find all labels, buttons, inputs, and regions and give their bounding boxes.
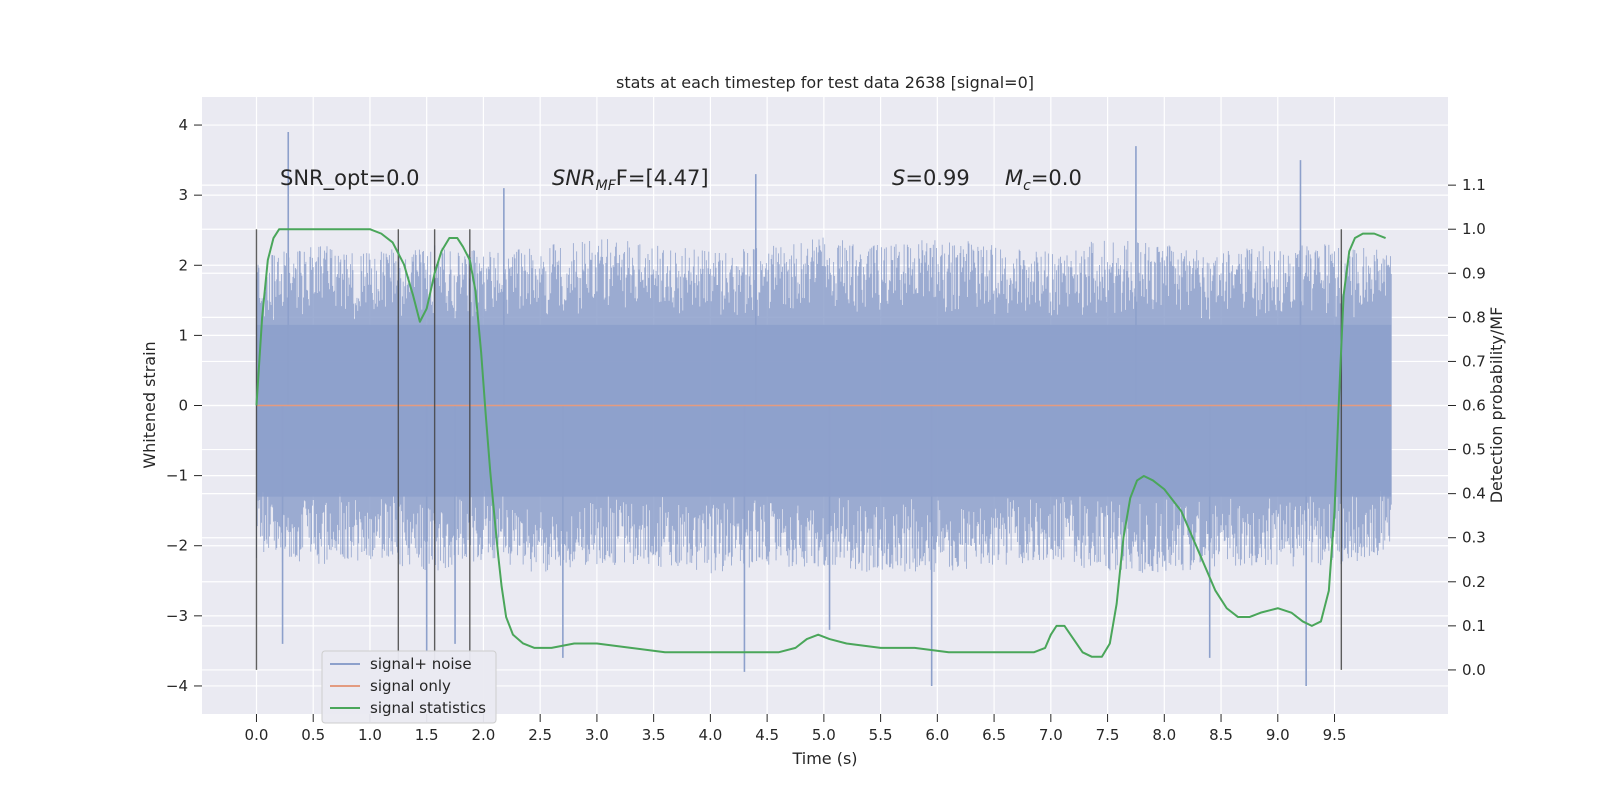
right-axis-ticks: 1.1 1.0 0.9 0.8 0.7 0.6 0.5 0.4 0.3 0.2 0.1 0.0 (1448, 176, 1486, 679)
y-right-tick-label: 1.1 (1462, 176, 1486, 194)
legend-box (321, 650, 497, 724)
y-axis-label: Whitened strain (140, 341, 159, 468)
x-tick-label: 0.0 (245, 726, 269, 744)
x-tick-label: 2.0 (471, 726, 495, 744)
x-tick-label: 5.0 (812, 726, 836, 744)
y-tick-label: 1 (178, 326, 188, 344)
x-tick-label: 0.5 (301, 726, 325, 744)
y-right-tick-label: 0.5 (1462, 441, 1486, 459)
y-right-axis-label: Detection probability/MF (1487, 307, 1506, 504)
y-tick-label: 4 (178, 116, 188, 134)
x-tick-label: 2.5 (528, 726, 552, 744)
chart-title: stats at each timestep for test data 263… (616, 73, 1034, 92)
x-tick-label: 4.5 (755, 726, 779, 744)
signal-statistics-line (255, 228, 1386, 658)
x-tick-label: 4.0 (698, 726, 722, 744)
x-tick-label: 6.0 (925, 726, 949, 744)
x-tick-label: 9.0 (1266, 726, 1290, 744)
y-right-tick-label: 0.9 (1462, 264, 1486, 282)
legend: signal+ noise signal only signal statist… (321, 650, 497, 724)
x-tick-label: 9.5 (1323, 726, 1347, 744)
x-axis-label: Time (s) (791, 749, 857, 768)
legend-label-signal-noise: signal+ noise (370, 655, 472, 673)
annotation-snr-mf: SNRMFF=[4.47] (552, 166, 709, 194)
x-tick-label: 3.5 (642, 726, 666, 744)
signal-noise-core (256, 324, 1392, 497)
x-tick-label: 7.0 (1039, 726, 1063, 744)
y-tick-label: −4 (166, 677, 188, 695)
y-tick-label: −1 (166, 467, 188, 485)
y-right-tick-label: 1.0 (1462, 220, 1486, 238)
x-tick-label: 6.5 (982, 726, 1006, 744)
vertical-markers (255, 229, 1343, 670)
annotation-snr-mf-sub: MF (596, 178, 617, 194)
left-axis-ticks: 4 3 2 1 0 −1 −2 −3 −4 (166, 116, 202, 695)
x-tick-label: 3.0 (585, 726, 609, 744)
y-right-tick-label: 0.1 (1462, 617, 1486, 635)
y-tick-label: 2 (178, 256, 188, 274)
y-right-tick-label: 0.7 (1462, 352, 1486, 370)
annotation-mc-symbol: M (1005, 166, 1023, 190)
x-tick-label: 5.5 (869, 726, 893, 744)
y-right-tick-label: 0.2 (1462, 573, 1486, 591)
x-tick-label: 1.5 (415, 726, 439, 744)
annotation-s-value: =0.99 (905, 166, 969, 190)
annotation-snr-opt: SNR_opt=0.0 (280, 166, 420, 191)
y-right-tick-label: 0.6 (1462, 397, 1486, 415)
y-right-tick-label: 0.0 (1462, 661, 1486, 679)
y-tick-label: −3 (166, 607, 188, 625)
x-tick-label: 8.5 (1209, 726, 1233, 744)
annotation-s-symbol: S (892, 166, 905, 190)
signal-noise-series (256, 132, 1392, 686)
annotation-snr-mf-rest: F=[4.47] (616, 166, 709, 190)
legend-label-signal-statistics: signal statistics (370, 699, 486, 717)
x-tick-label: 7.5 (1096, 726, 1120, 744)
annotation-mc-sub: c (1023, 178, 1031, 194)
y-right-tick-label: 0.4 (1462, 485, 1486, 503)
annotation-mc-value: =0.0 (1031, 166, 1082, 190)
annotation-s: S=0.99 (892, 166, 970, 190)
x-tick-label: 8.0 (1152, 726, 1176, 744)
annotation-mc: Mc=0.0 (1005, 166, 1082, 194)
y-tick-label: −2 (166, 537, 188, 555)
y-right-tick-label: 0.3 (1462, 529, 1486, 547)
y-right-tick-label: 0.8 (1462, 308, 1486, 326)
y-tick-label: 3 (178, 186, 188, 204)
y-tick-label: 0 (178, 397, 188, 415)
annotation-snr-mf-main: SNR (552, 166, 596, 190)
x-axis-ticks: 0.0 0.5 1.0 1.5 2.0 2.5 3.0 3.5 4.0 4.5 5.0 5.5 6.0 6… (245, 714, 1347, 744)
x-tick-label: 1.0 (358, 726, 382, 744)
legend-label-signal-only: signal only (370, 677, 451, 695)
signal-statistics-series (255, 228, 1386, 658)
